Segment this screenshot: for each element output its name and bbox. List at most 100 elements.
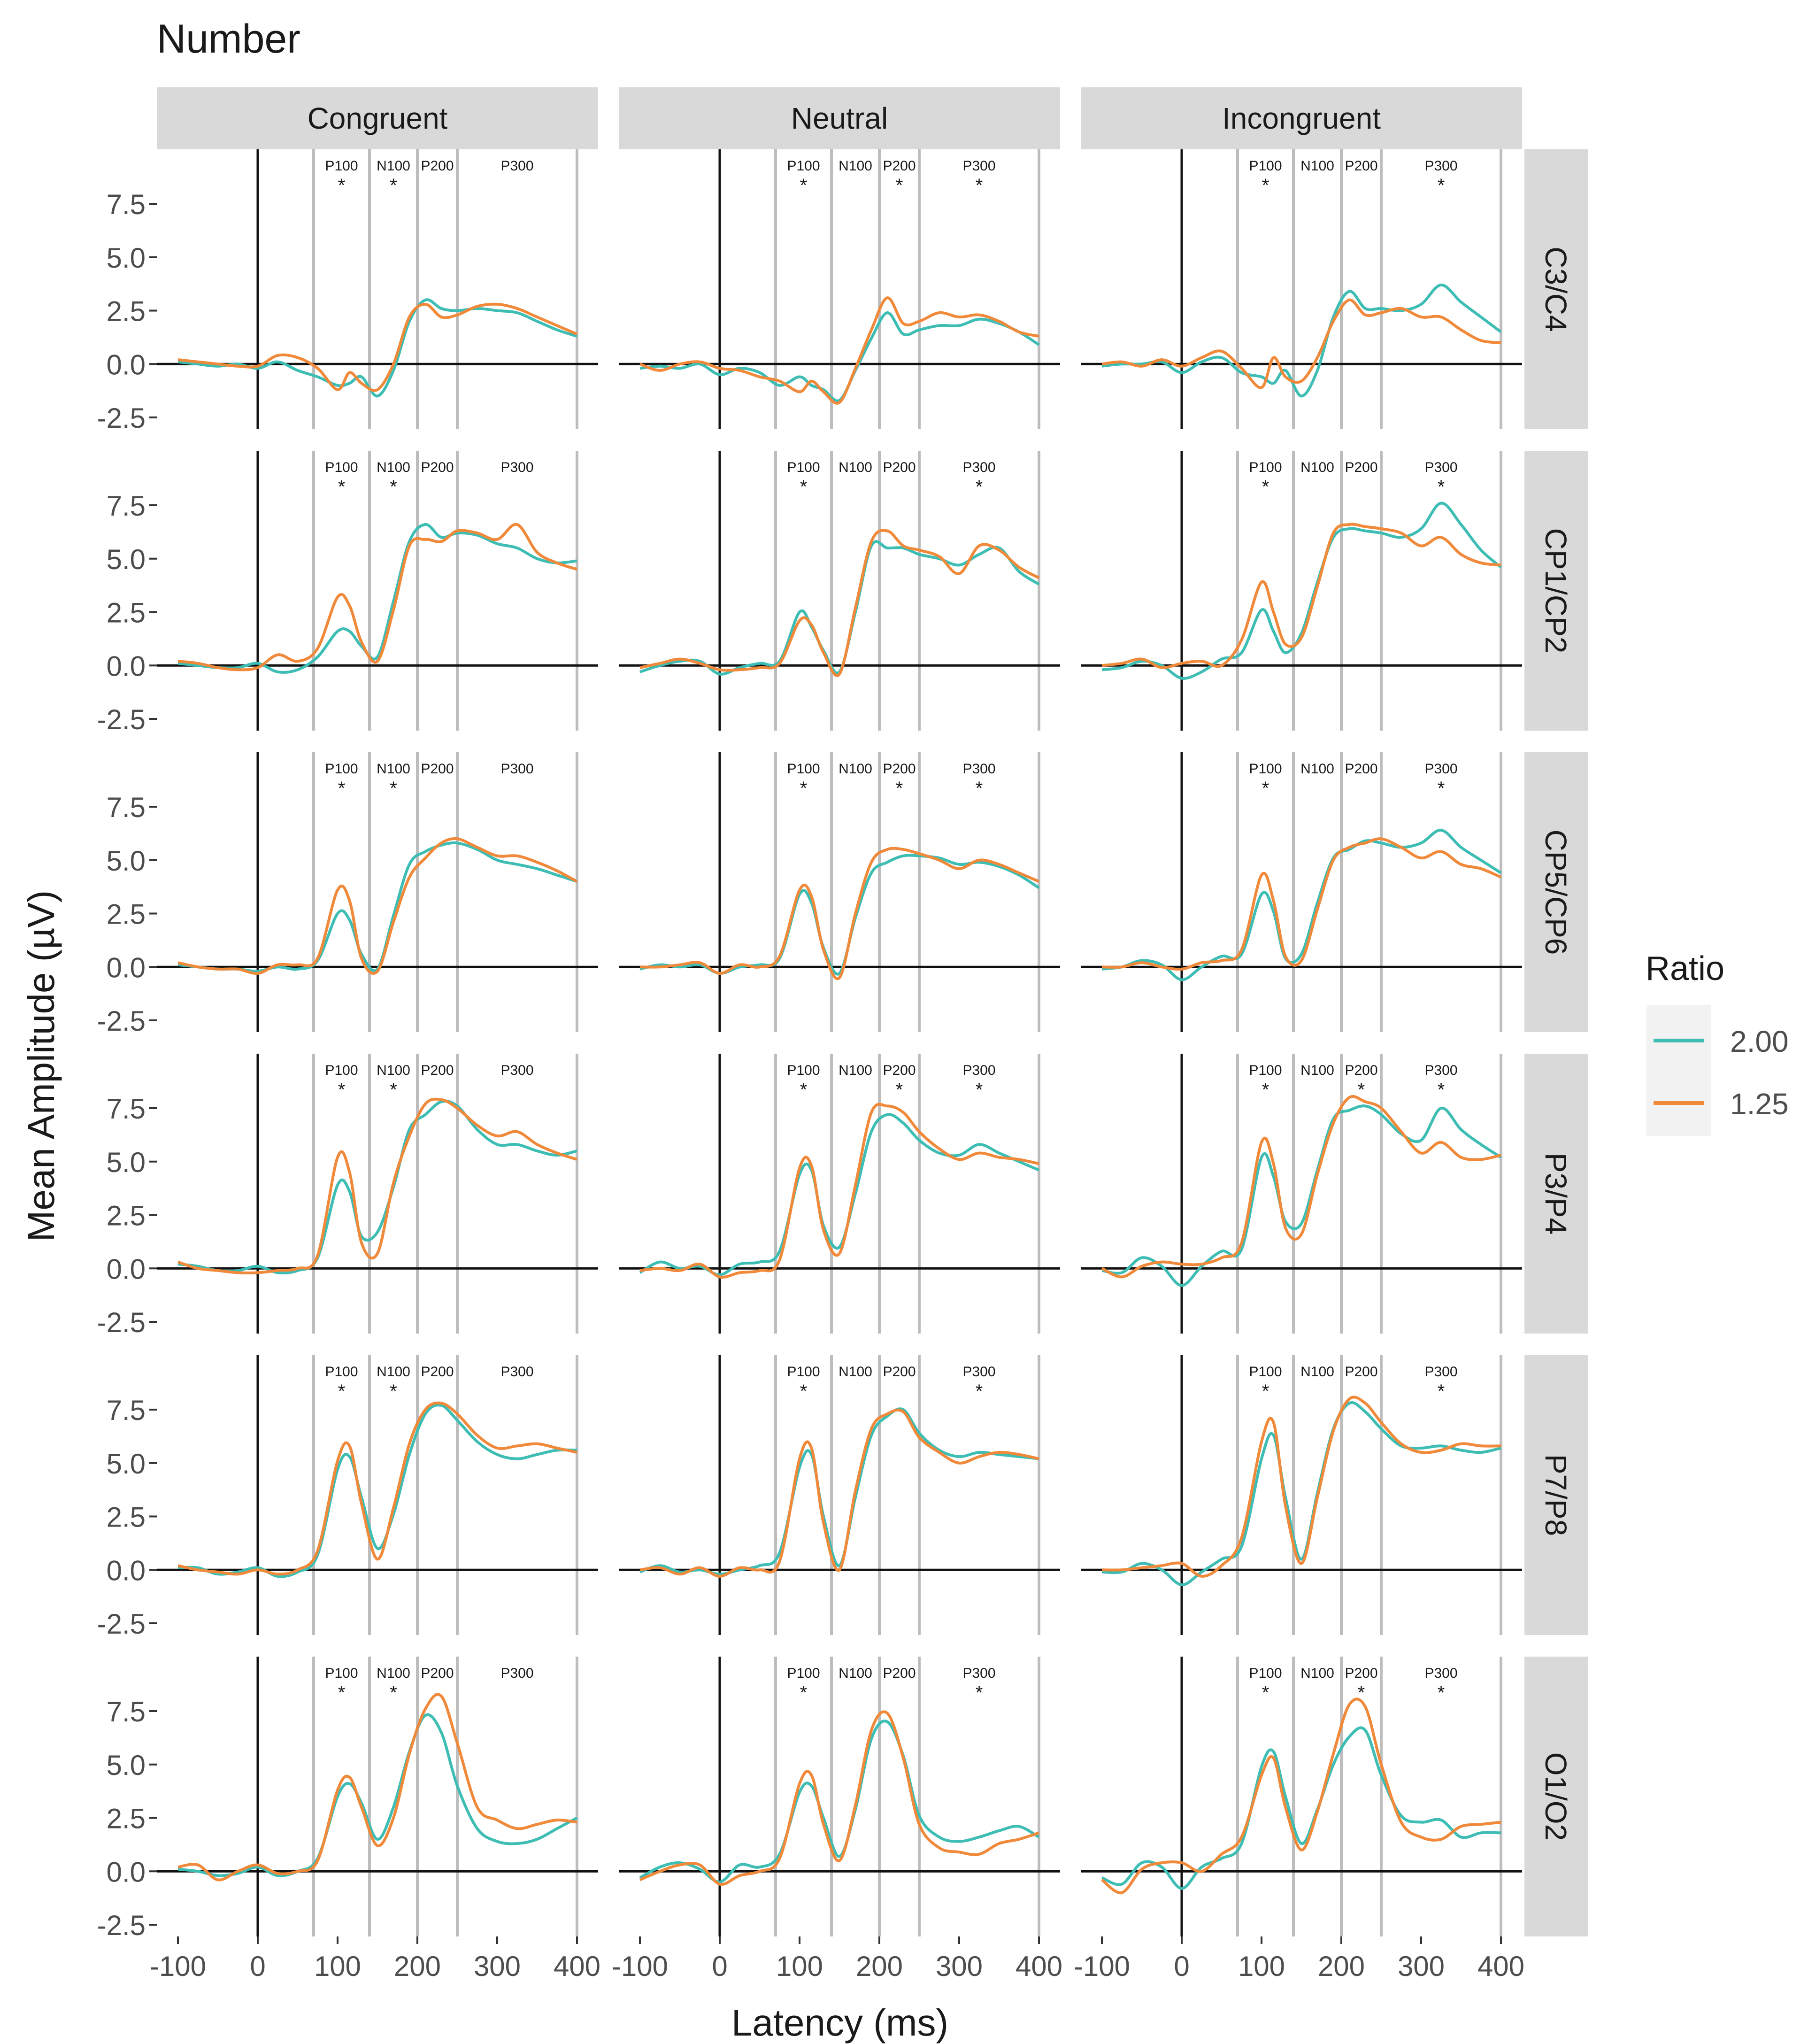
panel-o1-o2-incongruent: P100*N100 P200*P300* <box>1081 1657 1522 1936</box>
component-label-p200: P200 <box>883 1666 916 1681</box>
component-label-p200: P200 <box>883 1063 916 1078</box>
series-line-ratio-1-25 <box>639 847 1040 980</box>
significance-star-p100: * <box>338 778 346 799</box>
x-tick-label: 100 <box>776 1951 823 1982</box>
series-line-ratio-2-00 <box>177 298 577 398</box>
series-line-ratio-2-00 <box>639 1113 1040 1276</box>
x-tick-label: 400 <box>554 1951 600 1982</box>
component-label-p100: P100 <box>325 1364 358 1380</box>
panel-c3-c4-incongruent: P100*N100 P200 P300* <box>1081 149 1522 429</box>
y-tick-label: 7.5 <box>107 1395 146 1426</box>
significance-star-n100: * <box>390 477 397 497</box>
x-tick-label: 0 <box>250 1951 265 1982</box>
component-label-p200: P200 <box>883 761 916 777</box>
component-label-n100: N100 <box>1300 761 1334 777</box>
significance-star-p100: * <box>1262 175 1269 196</box>
component-label-p100: P100 <box>1249 761 1282 777</box>
panel-cp1-cp2-neutral: P100 * N100 P200 P300 * <box>619 451 1060 731</box>
y-tick-label: 7.5 <box>107 1696 146 1728</box>
strip-label-neutral: Neutral <box>791 101 888 135</box>
y-tick-label: 2.5 <box>107 296 146 327</box>
component-label-p200: P200 <box>421 460 454 475</box>
component-label-n100: N100 <box>377 1364 410 1380</box>
x-tick-label: 400 <box>1016 1951 1062 1982</box>
component-label-p200: P200 <box>421 1364 454 1380</box>
y-tick-label: 0.0 <box>107 1856 146 1888</box>
component-label-n100: N100 <box>839 158 872 174</box>
significance-star-p300: * <box>1438 477 1445 497</box>
series-line-ratio-2-00 <box>177 841 577 973</box>
panel-cp5-cp6-congruent: P100*N100*P200 P300 <box>157 752 598 1032</box>
strip-label-o1-o2: O1/O2 <box>1539 1752 1573 1841</box>
strip-label-incongruent: Incongruent <box>1222 101 1381 135</box>
component-label-n100: N100 <box>1300 460 1334 475</box>
component-label-p200: P200 <box>421 158 454 174</box>
significance-star-n100: * <box>390 1080 397 1100</box>
component-label-p200: P200 <box>883 158 916 174</box>
component-label-p300: P300 <box>500 1063 533 1078</box>
significance-star-p200: * <box>896 1080 903 1100</box>
component-label-p300: P300 <box>962 460 995 475</box>
component-label-p100: P100 <box>325 1063 358 1078</box>
series-line-ratio-1-25 <box>1101 837 1502 971</box>
component-label-p300: P300 <box>500 1666 533 1681</box>
component-label-n100: N100 <box>1300 1364 1334 1380</box>
series-line-ratio-2-00 <box>1101 1104 1502 1287</box>
component-label-n100: N100 <box>377 1666 410 1681</box>
significance-star-p300: * <box>976 1381 983 1402</box>
component-label-n100: N100 <box>1300 158 1334 174</box>
significance-star-p300: * <box>976 477 983 497</box>
component-label-p300: P300 <box>962 1364 995 1380</box>
x-tick-label: 300 <box>936 1951 983 1982</box>
series-line-ratio-1-25 <box>177 1097 577 1274</box>
series-line-ratio-1-25 <box>639 1408 1039 1578</box>
component-label-p100: P100 <box>787 1666 820 1681</box>
component-label-p300: P300 <box>500 761 533 777</box>
y-tick-label: 2.5 <box>107 597 146 629</box>
significance-star-n100: * <box>390 778 397 799</box>
strip-label-p7-p8: P7/P8 <box>1539 1454 1573 1536</box>
strip-label-c3-c4: C3/C4 <box>1539 247 1573 332</box>
y-tick-label: 7.5 <box>107 490 146 522</box>
y-tick-label: 2.5 <box>107 899 146 930</box>
legend-label-1-25: 1.25 <box>1730 1087 1789 1121</box>
y-tick-label: 5.0 <box>107 1750 146 1781</box>
strip-p3-p4 <box>1524 1054 1588 1334</box>
component-label-n100: N100 <box>377 1063 410 1078</box>
component-label-p300: P300 <box>962 761 995 777</box>
significance-star-p300: * <box>976 1682 983 1703</box>
significance-star-p100: * <box>1262 1682 1269 1703</box>
strip-incongruent <box>1081 87 1522 149</box>
y-tick-label: 0.0 <box>107 349 146 380</box>
component-label-p200: P200 <box>883 460 916 475</box>
panel-p7-p8-neutral: P100*N100 P200 P300* <box>619 1355 1060 1635</box>
significance-star-n100: * <box>390 175 397 196</box>
y-tick-label: -2.5 <box>97 1005 146 1037</box>
series-line-ratio-2-00 <box>177 1713 578 1877</box>
panel-p3-p4-congruent: P100 * N100 * P200 P300 <box>157 1054 598 1334</box>
y-tick-label: 7.5 <box>107 792 146 823</box>
y-tick-label: 2.5 <box>107 1803 146 1835</box>
component-label-n100: N100 <box>839 761 872 777</box>
significance-star-p100: * <box>800 1080 808 1100</box>
y-tick-label: -2.5 <box>97 402 146 434</box>
significance-star-p100: * <box>800 1682 808 1703</box>
significance-star-p100: * <box>338 175 346 196</box>
series-line-ratio-1-25 <box>1101 1396 1501 1578</box>
panel-cp1-cp2-congruent: P100 * N100 * P200 P300 <box>157 451 598 731</box>
series-line-ratio-1-25 <box>1101 298 1501 389</box>
series-line-ratio-1-25 <box>177 837 578 975</box>
series-line-ratio-1-25 <box>177 302 578 392</box>
series-line-ratio-2-00 <box>177 523 577 674</box>
component-label-p300: P300 <box>962 158 995 174</box>
series-line-ratio-1-25 <box>177 1401 577 1576</box>
series-line-ratio-2-00 <box>639 540 1040 676</box>
strip-label-cp1-cp2: CP1/CP2 <box>1539 528 1573 654</box>
x-tick-label: -100 <box>612 1951 668 1982</box>
component-label-p300: P300 <box>962 1063 995 1078</box>
y-tick-label: 5.0 <box>107 544 146 575</box>
strip-p7-p8 <box>1524 1355 1588 1635</box>
component-label-n100: N100 <box>1300 1063 1334 1078</box>
series-line-ratio-1-25 <box>639 1103 1039 1279</box>
x-tick-label: 0 <box>712 1951 727 1982</box>
